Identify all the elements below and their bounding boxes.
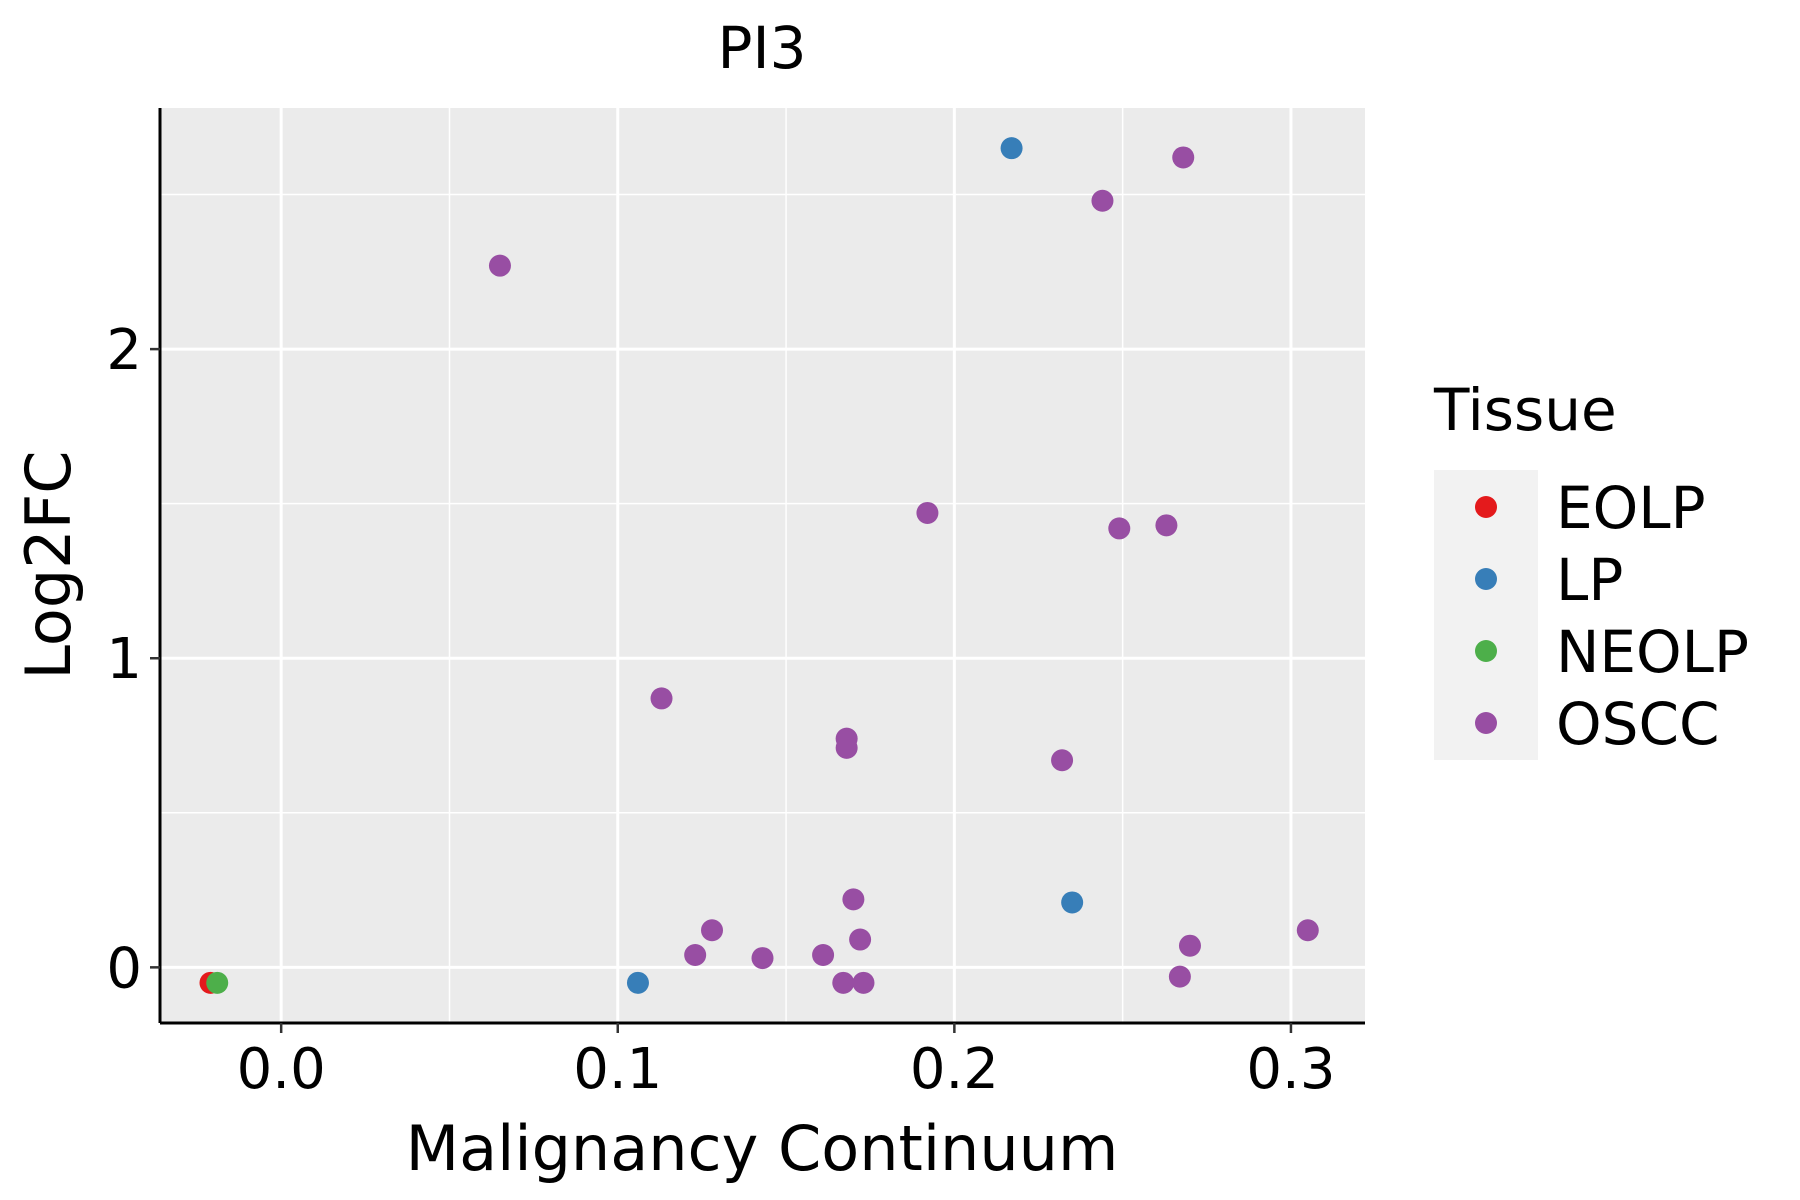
data-point-oscc [1168, 965, 1191, 988]
data-point-oscc [849, 928, 872, 951]
data-point-oscc [1091, 189, 1114, 212]
legend-label-eolp: EOLP [1556, 474, 1706, 542]
legend-key-lp [1475, 568, 1497, 590]
y-tick-label: 0 [106, 936, 142, 1001]
legend-key-background [1434, 470, 1538, 760]
data-points [199, 137, 1319, 994]
grid-lines [160, 108, 1365, 1023]
x-tick-label: 0.1 [573, 1037, 662, 1102]
y-axis-title: Log2FC [12, 450, 85, 679]
data-point-oscc [751, 947, 774, 970]
data-point-lp [1000, 137, 1023, 160]
data-point-lp [626, 971, 649, 994]
legend-label-neolp: NEOLP [1556, 618, 1749, 686]
y-tick-label: 2 [106, 318, 142, 383]
x-axis-title: Malignancy Continuum [406, 1112, 1119, 1185]
x-tick-label: 0.0 [237, 1037, 326, 1102]
x-tick-label: 0.3 [1246, 1037, 1335, 1102]
plot-panel [160, 108, 1365, 1023]
data-point-oscc [650, 687, 673, 710]
data-point-oscc [832, 971, 855, 994]
data-point-oscc [684, 943, 707, 966]
data-point-oscc [842, 888, 865, 911]
y-axis-ticks: 0 1 2 [106, 318, 160, 1001]
legend-label-oscc: OSCC [1556, 690, 1719, 758]
data-point-oscc [488, 254, 511, 277]
data-point-oscc [1051, 749, 1074, 772]
data-point-oscc [1172, 146, 1195, 169]
data-point-neolp [206, 971, 229, 994]
data-point-oscc [812, 943, 835, 966]
data-point-oscc [916, 501, 939, 524]
legend-key-neolp [1475, 640, 1497, 662]
data-point-oscc [1178, 934, 1201, 957]
data-point-oscc [852, 971, 875, 994]
legend-key-eolp [1475, 496, 1497, 518]
legend-label-lp: LP [1556, 546, 1623, 614]
data-point-oscc [835, 736, 858, 759]
data-point-lp [1061, 891, 1084, 914]
x-axis-ticks: 0.0 0.1 0.2 0.3 [237, 1023, 1335, 1102]
legend-key-oscc [1475, 712, 1497, 734]
chart-title: PI3 [718, 14, 807, 82]
data-point-oscc [701, 919, 724, 942]
data-point-oscc [1296, 919, 1319, 942]
y-tick-label: 1 [106, 627, 142, 692]
data-point-oscc [1108, 517, 1131, 540]
legend-title: Tissue [1433, 376, 1617, 444]
x-tick-label: 0.2 [910, 1037, 999, 1102]
data-point-oscc [1155, 514, 1178, 537]
